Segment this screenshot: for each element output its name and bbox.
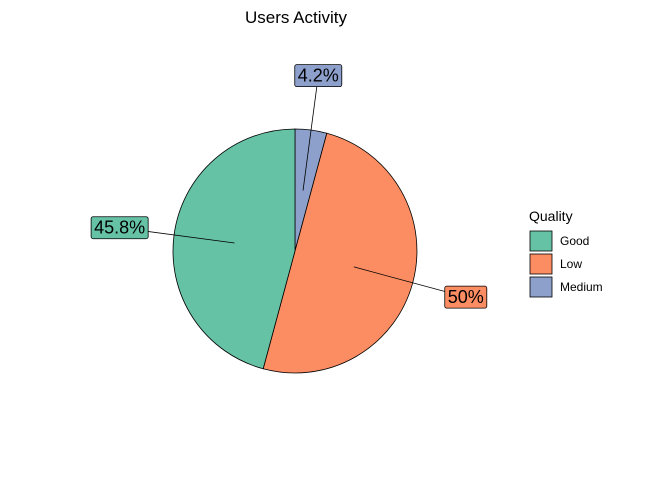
legend-swatch-medium bbox=[529, 276, 553, 298]
legend-label-low: Low bbox=[560, 257, 582, 271]
slice-label-low: 50% bbox=[444, 285, 488, 309]
legend-label-medium: Medium bbox=[560, 280, 603, 294]
pie-slices bbox=[172, 128, 418, 374]
slice-label-text: 4.2% bbox=[298, 66, 339, 86]
legend-swatch-good bbox=[529, 230, 553, 252]
legend-label-good: Good bbox=[560, 234, 589, 248]
slice-label-box bbox=[90, 216, 149, 240]
slice-label-box bbox=[444, 285, 488, 309]
legend-items: Good Low Medium bbox=[529, 230, 603, 298]
legend-title: Quality bbox=[529, 208, 573, 224]
slice-label-medium: 4.2% bbox=[294, 64, 343, 88]
label-leader-medium bbox=[302, 75, 319, 191]
slice-label-text: 45.8% bbox=[94, 218, 145, 238]
slice-label-good: 45.8% bbox=[90, 216, 149, 240]
legend: Quality Good Low Medium bbox=[529, 208, 603, 298]
slice-label-box bbox=[294, 64, 343, 88]
chart-title: Users Activity bbox=[245, 8, 348, 27]
slice-labels: 4.2% 50% 45.8% bbox=[90, 64, 488, 309]
legend-swatch-low bbox=[529, 253, 553, 275]
slice-label-text: 50% bbox=[448, 287, 484, 307]
